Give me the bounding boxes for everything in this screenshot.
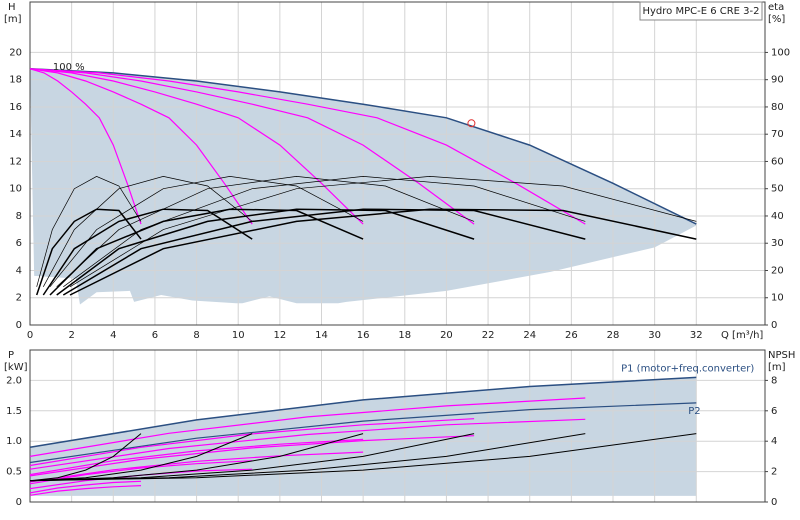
y2-tick-label: 6 bbox=[771, 406, 777, 417]
series-line bbox=[29, 460, 253, 485]
x-axis-label: Q [m³/h] bbox=[721, 330, 763, 341]
x-tick-label: 22 bbox=[482, 330, 495, 341]
x-tick-label: 12 bbox=[273, 330, 286, 341]
y2-tick-label: 60 bbox=[771, 156, 784, 167]
y-tick-label: 12 bbox=[9, 156, 22, 167]
series-line bbox=[29, 68, 697, 225]
series-line bbox=[62, 208, 586, 296]
x-tick-label: 8 bbox=[193, 330, 199, 341]
y-tick-label: 8 bbox=[16, 211, 22, 222]
product-label: Hydro MPC-E 6 CRE 3-2 bbox=[642, 6, 759, 17]
y-tick-label: 2.0 bbox=[6, 375, 22, 386]
series-line bbox=[29, 68, 364, 225]
annotation: 100 % bbox=[53, 62, 85, 73]
y2-tick-label: 80 bbox=[771, 102, 784, 113]
y-tick-label: 14 bbox=[9, 129, 22, 140]
x-tick-label: 10 bbox=[232, 330, 245, 341]
x-tick-label: 16 bbox=[357, 330, 370, 341]
series-line bbox=[63, 176, 586, 288]
series-line bbox=[29, 433, 142, 482]
duty-point bbox=[467, 119, 476, 128]
y2-tick-label: 4 bbox=[771, 436, 777, 447]
series-line bbox=[29, 435, 475, 477]
series-line bbox=[29, 68, 253, 225]
y-tick-label: 10 bbox=[9, 184, 22, 195]
series-line bbox=[29, 376, 697, 449]
y-tick-label: 20 bbox=[9, 47, 22, 58]
plot-frame bbox=[29, 1, 766, 326]
legend-label: P1 (motor+freq.converter) bbox=[621, 363, 754, 374]
series-line bbox=[29, 438, 364, 476]
y2-tick-label: 90 bbox=[771, 75, 784, 86]
y-axis-label: H bbox=[8, 2, 16, 13]
x-tick-label: 0 bbox=[27, 330, 33, 341]
y2-tick-label: 20 bbox=[771, 265, 784, 276]
y-tick-label: 1.0 bbox=[6, 436, 22, 447]
series-line bbox=[29, 485, 142, 496]
legend-label: P2 bbox=[688, 406, 700, 417]
series-line bbox=[29, 418, 586, 470]
y-tick-label: 0 bbox=[16, 320, 22, 331]
x-tick-label: 18 bbox=[398, 330, 411, 341]
series-line bbox=[29, 68, 475, 225]
x-tick-label: 28 bbox=[607, 330, 620, 341]
x-tick-label: 32 bbox=[690, 330, 703, 341]
y-tick-label: 16 bbox=[9, 102, 22, 113]
series-line bbox=[29, 433, 697, 482]
series-line bbox=[29, 480, 142, 494]
y-tick-label: 4 bbox=[16, 265, 22, 276]
plot-frame bbox=[29, 349, 766, 503]
y2-tick-label: 0 bbox=[771, 320, 777, 331]
product-box bbox=[639, 1, 763, 21]
x-tick-label: 6 bbox=[152, 330, 158, 341]
y2-tick-label: 70 bbox=[771, 129, 784, 140]
y2-axis-label: NPSH bbox=[768, 350, 795, 361]
y-tick-label: 6 bbox=[16, 238, 22, 249]
y2-tick-label: 0 bbox=[771, 497, 777, 508]
y2-tick-label: 10 bbox=[771, 293, 784, 304]
y-tick-label: 0 bbox=[16, 497, 22, 508]
y2-tick-label: 2 bbox=[771, 467, 777, 478]
series-line bbox=[56, 208, 475, 296]
series-line bbox=[29, 68, 142, 225]
x-tick-label: 14 bbox=[315, 330, 328, 341]
series-line bbox=[29, 397, 586, 457]
y2-tick-label: 40 bbox=[771, 211, 784, 222]
y-axis-unit: [kW] bbox=[4, 362, 28, 373]
y-axis-label: P bbox=[8, 350, 14, 361]
x-tick-label: 2 bbox=[68, 330, 74, 341]
y2-tick-label: 50 bbox=[771, 184, 784, 195]
y2-tick-label: 8 bbox=[771, 375, 777, 386]
series-line bbox=[29, 451, 364, 483]
y2-tick-label: 30 bbox=[771, 238, 784, 249]
x-tick-label: 26 bbox=[565, 330, 578, 341]
x-tick-label: 4 bbox=[110, 330, 116, 341]
series-line bbox=[42, 208, 253, 296]
series-line bbox=[29, 433, 253, 482]
series-line bbox=[29, 402, 697, 464]
series-line bbox=[35, 208, 142, 296]
y-tick-label: 1.5 bbox=[6, 406, 22, 417]
series-line bbox=[42, 176, 253, 287]
y-tick-label: 0.5 bbox=[6, 467, 22, 478]
y2-axis-unit: [m] bbox=[768, 362, 786, 373]
series-line bbox=[56, 176, 475, 288]
x-tick-label: 24 bbox=[523, 330, 536, 341]
x-tick-label: 30 bbox=[648, 330, 661, 341]
y-tick-label: 2 bbox=[16, 293, 22, 304]
y2-axis-label: eta bbox=[768, 2, 784, 13]
x-tick-label: 20 bbox=[440, 330, 453, 341]
y2-axis-unit: [%] bbox=[768, 14, 785, 25]
y-tick-label: 18 bbox=[9, 75, 22, 86]
y2-tick-label: 100 bbox=[771, 47, 790, 58]
series-line bbox=[69, 208, 697, 296]
series-line bbox=[29, 68, 586, 225]
series-line bbox=[36, 176, 142, 287]
y-axis-unit: [m] bbox=[4, 14, 22, 25]
